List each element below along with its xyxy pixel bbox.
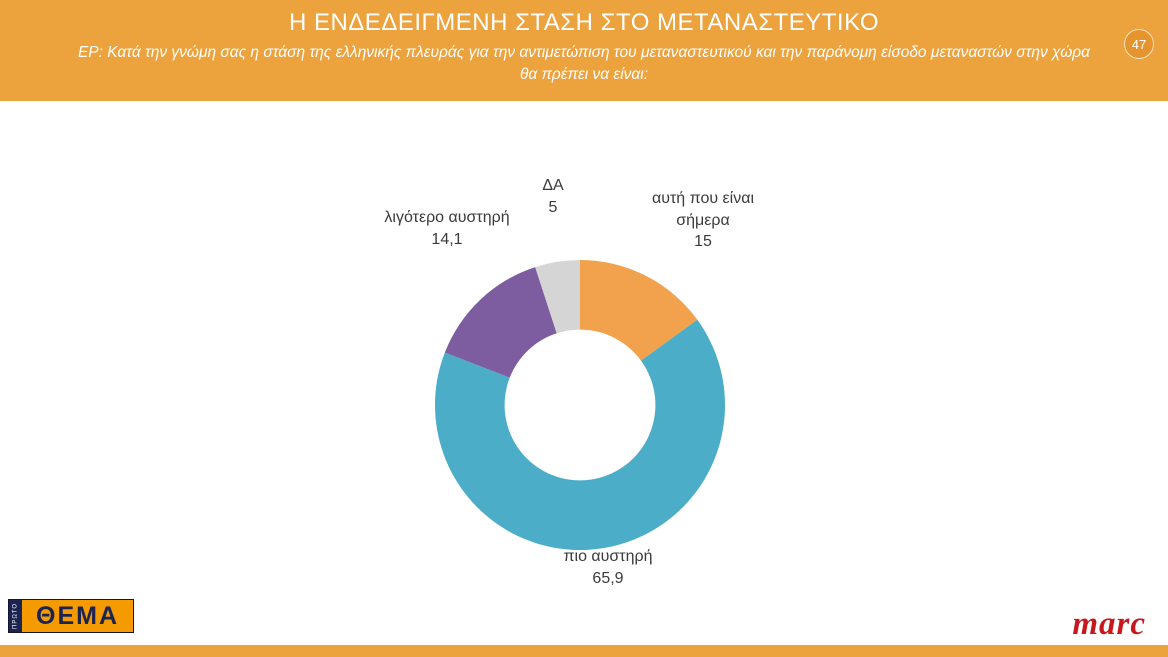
chart-label-simera: αυτή που είναι σήμερα 15 [642,188,764,253]
donut-segment-3 [535,260,580,334]
segment-value: 5 [548,198,558,216]
segment-label: αυτή που είναι σήμερα [651,190,755,229]
segment-value: 65,9 [592,569,624,587]
marc-logo: marc [1072,606,1146,642]
donut-chart [435,260,726,550]
chart-label-pio: πιο αυστηρή 65,9 [528,546,688,589]
page-number: 47 [1131,36,1147,52]
segment-label: πιο αυστηρή [563,548,653,565]
segment-value: 14,1 [431,230,463,248]
segment-value: 15 [694,233,712,250]
slide-subtitle: ΕΡ: Κατά την γνώμη σας η στάση της ελλην… [77,44,1091,84]
chart-label-da: ΔΑ 5 [518,175,588,218]
donut-segment-2 [444,267,557,378]
chart-label-ligotero: λιγότερο αυστηρή 14,1 [347,207,547,250]
proto-thema-logo-text: ΘΕΜΑ [36,601,119,630]
page-number-badge: 47 [1124,29,1154,59]
proto-thema-logo-vertical-text: ΠΡΩΤΟ [9,600,22,632]
header-banner: Η ΕΝΔΕΔΕΙΓΜΕΝΗ ΣΤΑΣΗ ΣΤΟ ΜΕΤΑΝΑΣΤΕΥΤΙΚΟ … [0,0,1168,101]
segment-label: ΔΑ [542,177,564,194]
donut-segment-0 [580,260,698,361]
bottom-bar [0,645,1168,657]
proto-thema-logo: ΠΡΩΤΟ ΘΕΜΑ [8,599,134,633]
slide-title: Η ΕΝΔΕΔΕΙΓΜΕΝΗ ΣΤΑΣΗ ΣΤΟ ΜΕΤΑΝΑΣΤΕΥΤΙΚΟ [288,9,880,36]
segment-label: λιγότερο αυστηρή [384,209,510,226]
donut-segment-1 [435,319,726,550]
